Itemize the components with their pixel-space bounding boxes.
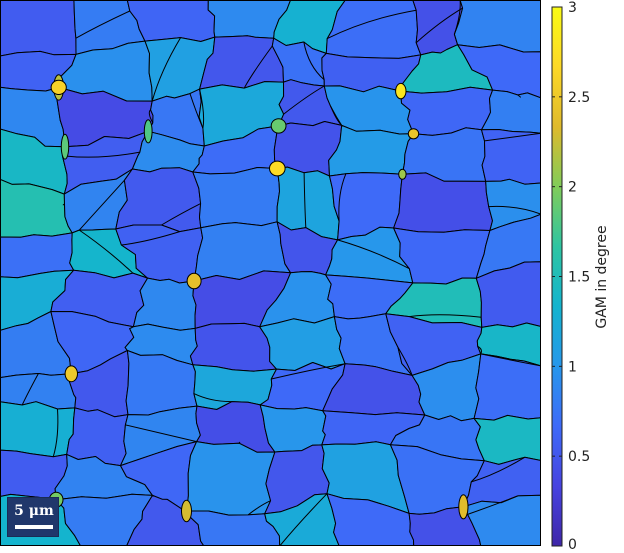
colorbar-tick-label: 3 <box>568 0 577 16</box>
colorbar: 0 0.5 1 1.5 2 2.5 3 <box>551 0 590 553</box>
grain-boundary <box>125 424 197 443</box>
grain-layer <box>0 0 541 546</box>
grain-boundary <box>78 179 125 231</box>
grain-boundary <box>193 393 233 403</box>
grain-boundary <box>517 94 521 98</box>
scale-bar-line <box>15 525 53 529</box>
grain-boundary <box>199 88 205 129</box>
grain-boundary <box>477 345 482 355</box>
grain <box>393 172 493 233</box>
grain-boundary <box>247 500 271 516</box>
grain-boundary <box>283 85 325 115</box>
grain-boundary <box>79 229 134 274</box>
grain <box>481 89 541 134</box>
grain <box>453 0 541 53</box>
grain-boundary <box>271 363 346 380</box>
grain-boundary <box>471 456 525 483</box>
grain <box>192 167 280 229</box>
grain-boundary <box>148 109 154 124</box>
grain-boundary <box>52 408 59 457</box>
grain-boundary <box>303 41 325 81</box>
colorbar-title: GAM in degree <box>594 225 610 329</box>
grain-boundary <box>338 173 347 222</box>
scale-bar: 5 μm <box>7 497 59 537</box>
grain-boundary <box>453 0 461 35</box>
hotspot <box>458 494 469 520</box>
hotspot <box>270 118 287 134</box>
grain <box>115 167 202 233</box>
hotspot <box>407 128 420 140</box>
grain-boundary <box>121 231 180 246</box>
hotspot <box>269 160 286 177</box>
grain <box>186 441 276 516</box>
grain <box>0 0 77 57</box>
hotspot <box>143 119 153 144</box>
grain-boundary <box>21 373 39 406</box>
grain-boundary <box>467 495 518 515</box>
grain-boundary <box>75 10 131 39</box>
grain-boundary <box>409 314 482 318</box>
grain <box>473 414 541 465</box>
grain <box>325 0 422 59</box>
colorbar-ticks: 0 0.5 1 1.5 2 2.5 3 <box>552 0 590 553</box>
hotspot <box>60 133 70 160</box>
grain-boundary <box>484 132 541 142</box>
grain-boundary <box>303 172 307 228</box>
grain-boundary <box>337 239 410 270</box>
colorbar-tick-label: 2 <box>568 180 577 196</box>
grain-boundary <box>397 347 413 376</box>
grain <box>66 407 129 467</box>
grain-boundary <box>62 151 140 158</box>
colorbar-tick-label: 0 <box>568 537 577 553</box>
colorbar-tick-label: 0.5 <box>568 449 590 465</box>
grain-boundary <box>488 205 541 215</box>
colorbar-tick-label: 1 <box>568 359 577 375</box>
grain-boundary <box>279 493 328 546</box>
map-frame <box>0 0 541 546</box>
scale-bar-label: 5 μm <box>14 503 54 519</box>
grain <box>400 86 494 136</box>
grain-boundary <box>151 37 182 102</box>
hotspot <box>50 79 67 96</box>
hotspot <box>186 272 202 290</box>
hotspot <box>398 168 407 180</box>
hotspot <box>395 82 407 100</box>
gam-grain-map <box>0 0 541 546</box>
grain-boundary <box>243 45 273 89</box>
grain-boundary <box>326 9 417 40</box>
colorbar-tick-label: 2.5 <box>568 90 590 106</box>
grain-boundary <box>415 7 463 44</box>
grain-boundary <box>480 353 541 367</box>
grain-boundary <box>161 203 201 226</box>
colorbar-tick-label: 1.5 <box>568 270 590 286</box>
hotspot-layer <box>48 74 469 523</box>
hotspot <box>181 499 192 523</box>
hotspot <box>64 365 79 383</box>
grain-boundary <box>330 106 343 126</box>
grain <box>259 316 346 371</box>
grain <box>0 401 76 458</box>
grain <box>462 494 541 546</box>
